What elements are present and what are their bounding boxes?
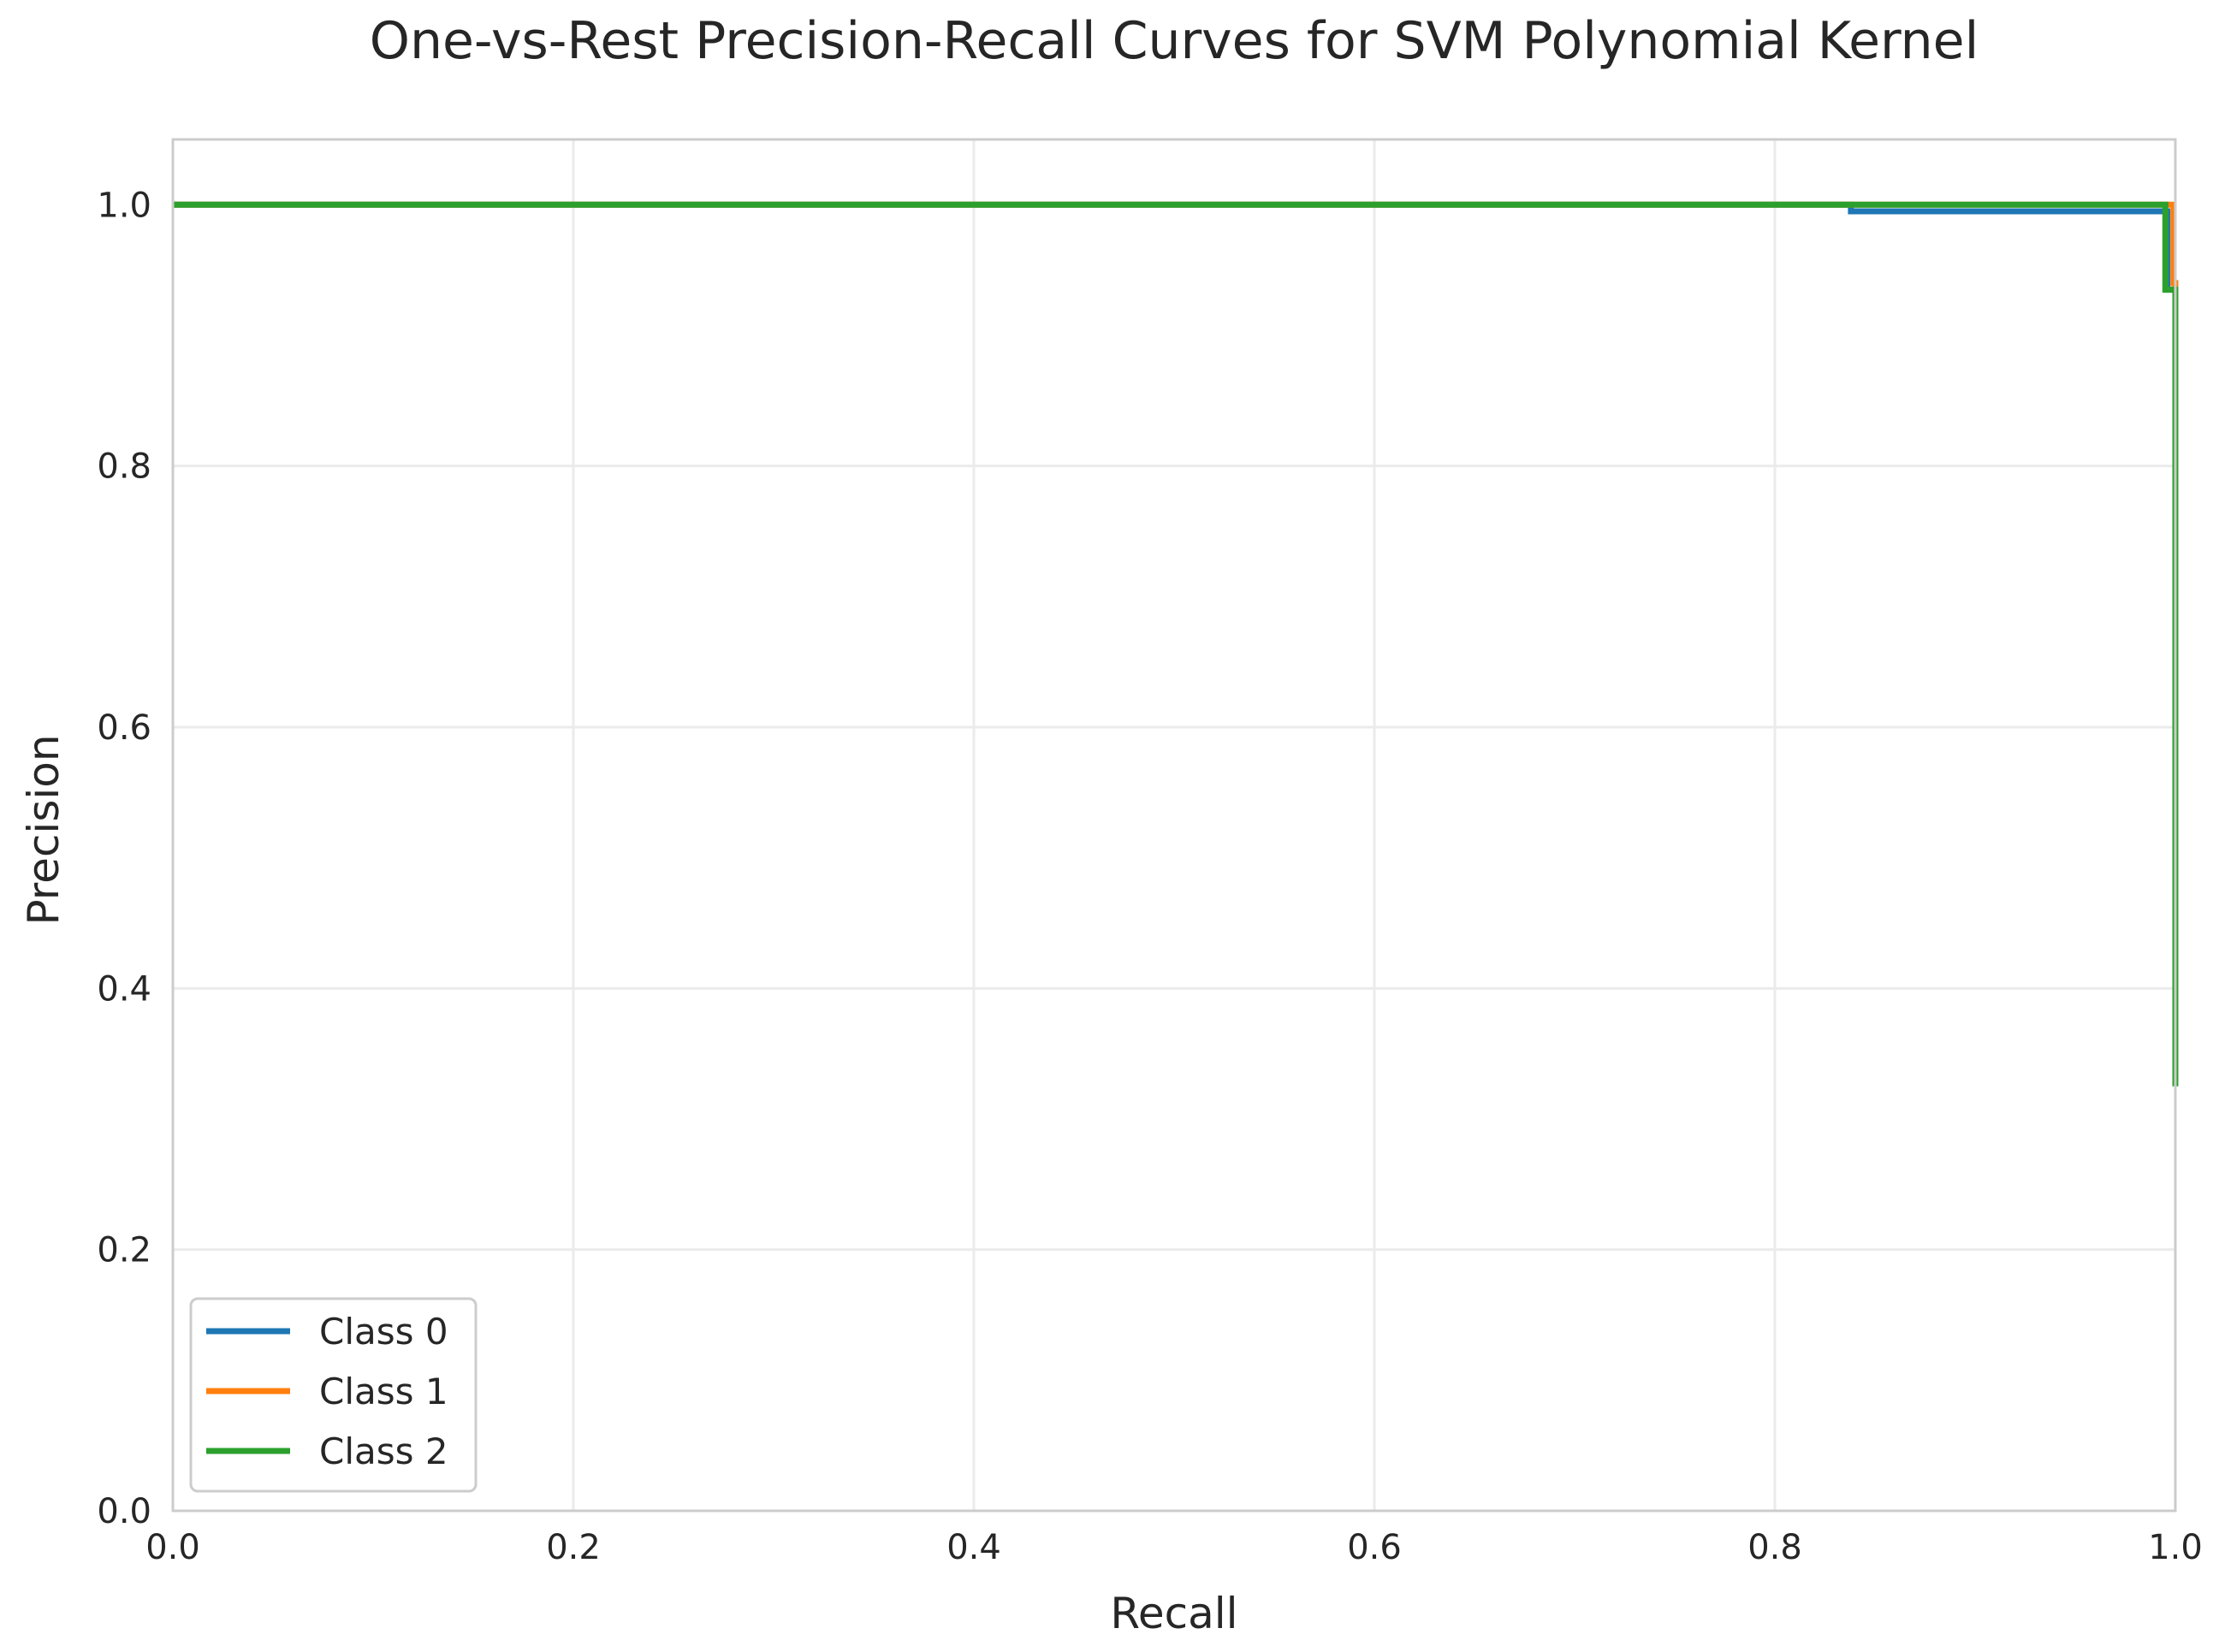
x-tick-label: 0.4 bbox=[946, 1528, 1001, 1567]
x-tick-label: 0.8 bbox=[1747, 1528, 1802, 1567]
chart-title: One-vs-Rest Precision-Recall Curves for … bbox=[370, 11, 1979, 71]
y-tick-label: 0.4 bbox=[97, 969, 151, 1009]
x-tick-label: 0.0 bbox=[145, 1528, 200, 1567]
grid-lines bbox=[171, 139, 2177, 1513]
legend-box bbox=[189, 1297, 478, 1493]
y-tick-label: 0.6 bbox=[97, 708, 151, 748]
plot-frame bbox=[171, 138, 2177, 1513]
y-tick-label: 0.0 bbox=[97, 1492, 151, 1531]
legend: Class 0 Class 1 Class 2 bbox=[189, 1297, 478, 1493]
legend-label-class-2: Class 2 bbox=[319, 1430, 448, 1472]
legend-label-class-0: Class 0 bbox=[319, 1311, 448, 1353]
y-tick-label: 1.0 bbox=[97, 186, 151, 225]
x-tick-labels: 0.0 0.2 0.4 0.6 0.8 1.0 bbox=[145, 1528, 2203, 1567]
y-tick-label: 0.8 bbox=[97, 447, 151, 487]
x-tick-label: 1.0 bbox=[2148, 1528, 2203, 1567]
y-axis-label: Precision bbox=[19, 734, 68, 925]
x-tick-label: 0.6 bbox=[1347, 1528, 1402, 1567]
legend-label-class-1: Class 1 bbox=[319, 1371, 448, 1412]
y-tick-labels: 0.0 0.2 0.4 0.6 0.8 1.0 bbox=[97, 186, 151, 1531]
y-tick-label: 0.2 bbox=[97, 1231, 151, 1270]
x-axis-label: Recall bbox=[1110, 1589, 1237, 1638]
x-tick-label: 0.2 bbox=[546, 1528, 601, 1567]
